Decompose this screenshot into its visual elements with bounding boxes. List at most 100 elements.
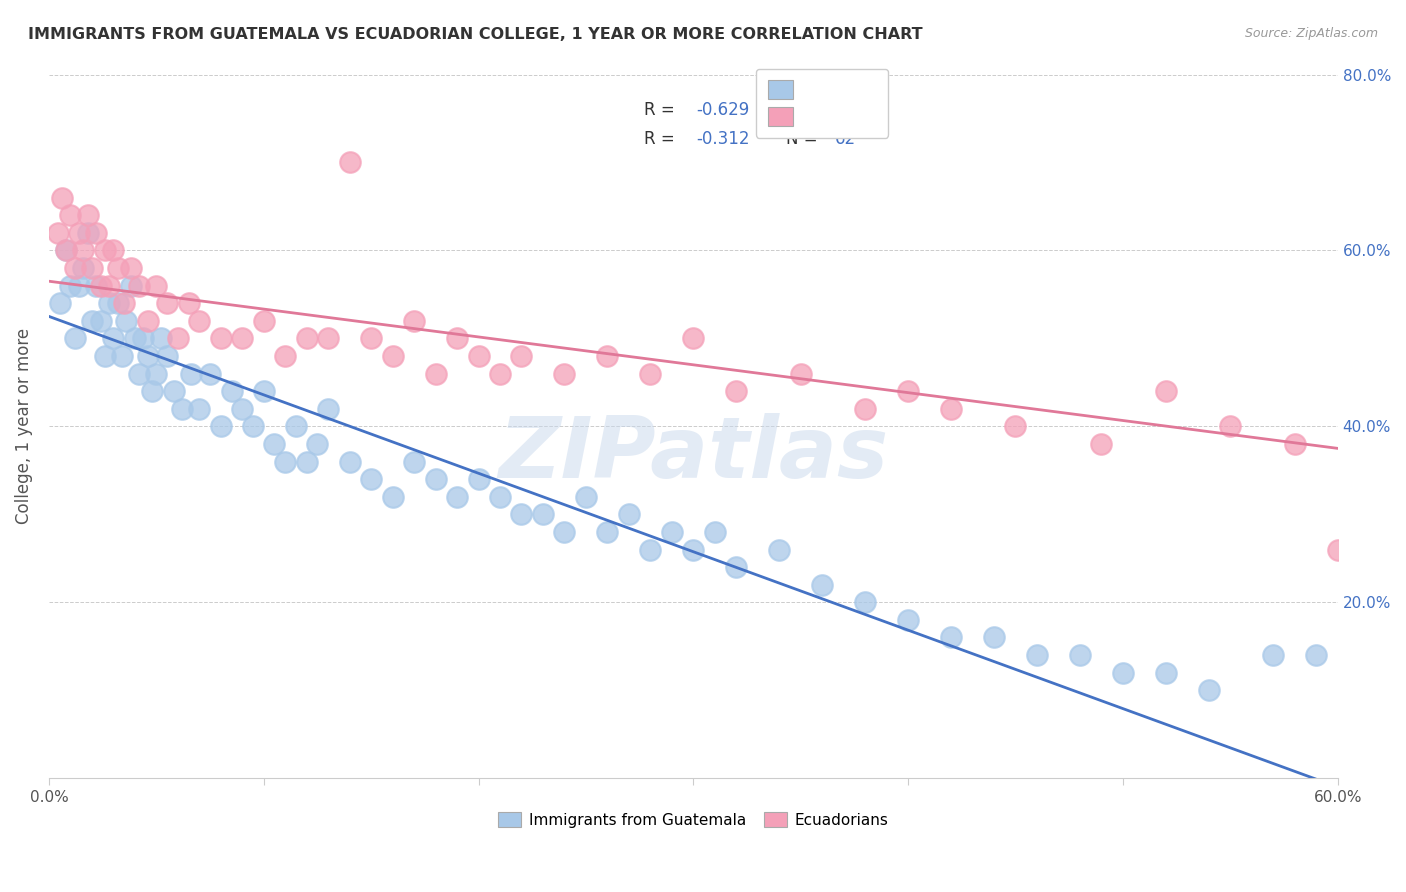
Text: -0.312: -0.312: [696, 130, 749, 148]
Text: ZIPatlas: ZIPatlas: [498, 413, 889, 496]
Text: IMMIGRANTS FROM GUATEMALA VS ECUADORIAN COLLEGE, 1 YEAR OR MORE CORRELATION CHAR: IMMIGRANTS FROM GUATEMALA VS ECUADORIAN …: [28, 27, 922, 42]
Point: [640, 367, 662, 381]
Point: [51, 191, 73, 205]
Point: [489, 367, 512, 381]
Text: 62: 62: [835, 130, 856, 148]
Point: [682, 542, 704, 557]
Point: [725, 384, 748, 399]
Point: [853, 401, 876, 416]
Point: [1154, 384, 1177, 399]
Point: [198, 367, 221, 381]
Point: [263, 437, 285, 451]
Point: [617, 508, 640, 522]
Point: [84, 226, 107, 240]
Point: [46, 226, 69, 240]
Point: [145, 278, 167, 293]
Point: [596, 349, 619, 363]
Point: [307, 437, 329, 451]
Point: [1219, 419, 1241, 434]
Point: [295, 331, 318, 345]
Point: [98, 296, 121, 310]
Text: R =: R =: [644, 130, 681, 148]
Point: [446, 331, 468, 345]
Point: [1391, 349, 1406, 363]
Point: [188, 314, 211, 328]
Text: N =: N =: [786, 101, 823, 119]
Point: [136, 349, 159, 363]
Point: [381, 349, 404, 363]
Point: [1263, 648, 1285, 662]
Point: [1305, 648, 1327, 662]
Point: [103, 244, 125, 258]
Point: [72, 260, 94, 275]
Point: [221, 384, 243, 399]
Point: [80, 314, 103, 328]
Point: [89, 278, 111, 293]
Point: [316, 331, 339, 345]
Point: [531, 508, 554, 522]
Point: [983, 631, 1005, 645]
Point: [1004, 419, 1026, 434]
Point: [339, 454, 361, 468]
Point: [640, 542, 662, 557]
Point: [510, 349, 533, 363]
Point: [467, 349, 489, 363]
Point: [897, 384, 920, 399]
Point: [89, 314, 111, 328]
Point: [209, 331, 232, 345]
Point: [141, 384, 163, 399]
Point: [63, 331, 86, 345]
Point: [1112, 665, 1135, 680]
Text: R =: R =: [644, 101, 681, 119]
Point: [72, 244, 94, 258]
Point: [789, 367, 811, 381]
Point: [120, 278, 142, 293]
Point: [112, 296, 135, 310]
Point: [76, 226, 98, 240]
Point: [1326, 542, 1348, 557]
Point: [404, 454, 426, 468]
Point: [339, 155, 361, 169]
Point: [188, 401, 211, 416]
Text: -0.629: -0.629: [696, 101, 749, 119]
Point: [489, 490, 512, 504]
Point: [48, 296, 70, 310]
Point: [575, 490, 598, 504]
Point: [166, 331, 188, 345]
Point: [1369, 367, 1392, 381]
Point: [132, 331, 155, 345]
Point: [446, 490, 468, 504]
Point: [145, 367, 167, 381]
Point: [360, 472, 382, 486]
Point: [67, 226, 90, 240]
Text: Source: ZipAtlas.com: Source: ZipAtlas.com: [1244, 27, 1378, 40]
Point: [115, 314, 138, 328]
Point: [682, 331, 704, 345]
Point: [596, 524, 619, 539]
Point: [768, 542, 790, 557]
Point: [1026, 648, 1049, 662]
Point: [156, 296, 179, 310]
Point: [360, 331, 382, 345]
Text: N =: N =: [786, 130, 823, 148]
Point: [939, 631, 962, 645]
Point: [231, 331, 253, 345]
Point: [120, 260, 142, 275]
Point: [510, 508, 533, 522]
Point: [107, 296, 129, 310]
Point: [425, 367, 447, 381]
Point: [425, 472, 447, 486]
Point: [80, 260, 103, 275]
Point: [136, 314, 159, 328]
Point: [467, 472, 489, 486]
Point: [661, 524, 683, 539]
Point: [939, 401, 962, 416]
Point: [59, 278, 82, 293]
Point: [1348, 560, 1371, 574]
Point: [107, 260, 129, 275]
Point: [177, 296, 200, 310]
Point: [853, 595, 876, 609]
Y-axis label: College, 1 year or more: College, 1 year or more: [15, 328, 32, 524]
Point: [1090, 437, 1112, 451]
Point: [124, 331, 146, 345]
